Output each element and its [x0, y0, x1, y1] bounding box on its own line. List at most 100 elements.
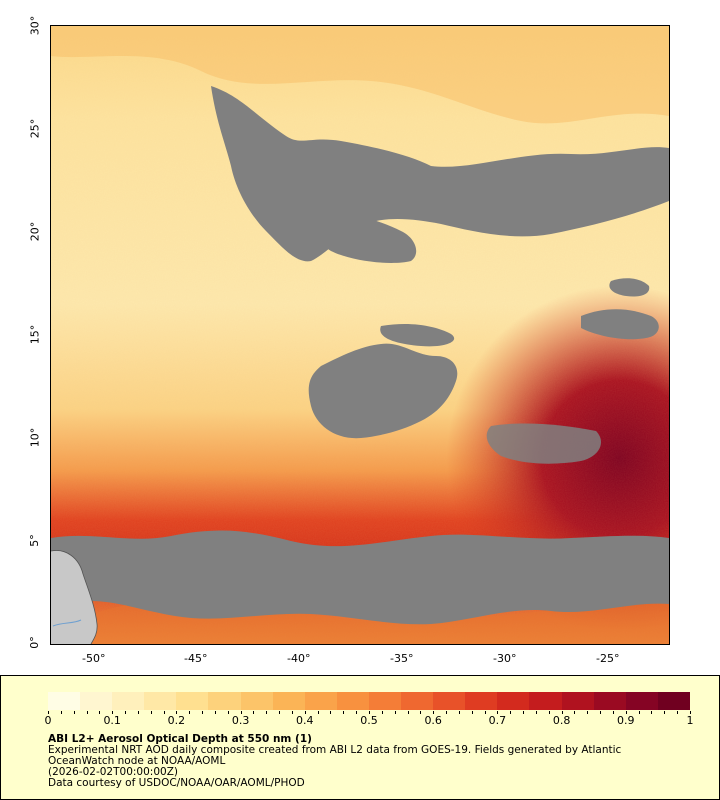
colorbar-tick-label: 0.1: [103, 714, 121, 727]
colorbar-minor-tick: [163, 711, 165, 714]
lat-label-20n: 20°: [28, 221, 42, 242]
lon-label-45w: -45°: [184, 652, 208, 665]
colorbar-minor-tick: [497, 711, 499, 714]
colorbar-minor-tick: [330, 711, 332, 714]
colorbar-swatch: [368, 692, 402, 710]
colorbar-minor-tick: [112, 711, 114, 714]
colorbar-minor-tick: [343, 711, 345, 714]
colorbar-minor-tick: [587, 711, 589, 714]
colorbar-tick-label: 0: [44, 714, 52, 727]
colorbar-swatch: [80, 692, 113, 710]
colorbar-minor-tick: [677, 711, 679, 714]
legend-panel: ABI L2+ Aerosol Optical Depth at 550 nm …: [0, 675, 720, 800]
colorbar-swatch: [593, 692, 626, 710]
colorbar: [48, 692, 690, 710]
colorbar-swatch: [529, 692, 562, 710]
legend-title: ABI L2+ Aerosol Optical Depth at 550 nm …: [48, 733, 312, 745]
colorbar-minor-tick: [73, 711, 75, 714]
colorbar-swatch: [401, 692, 434, 710]
colorbar-tick-label: 0.2: [167, 714, 186, 727]
nodata-region-plume-gap: [486, 423, 601, 464]
lat-label-25n: 25°: [28, 118, 42, 139]
lat-label-10n: 10°: [28, 427, 42, 448]
colorbar-minor-tick: [356, 711, 358, 714]
colorbar-minor-tick: [446, 711, 448, 714]
colorbar-minor-tick: [202, 711, 204, 714]
colorbar-swatch: [112, 692, 145, 710]
colorbar-minor-tick: [214, 711, 216, 714]
legend-description-line1: Experimental NRT AOD daily composite cre…: [48, 744, 622, 756]
colorbar-tick-label: 0.6: [424, 714, 442, 727]
colorbar-tick-label: 0.5: [360, 714, 378, 727]
coastline: [51, 550, 98, 644]
lon-label-50w: -50°: [82, 652, 106, 665]
colorbar-minor-tick: [625, 711, 627, 714]
colorbar-swatch: [336, 692, 369, 710]
lat-label-15n: 15°: [28, 324, 42, 345]
nodata-region-center-streak: [380, 323, 455, 347]
colorbar-minor-tick: [99, 711, 101, 714]
colorbar-swatch: [272, 692, 305, 710]
lon-label-30w: -30°: [493, 652, 517, 665]
colorbar-swatch: [625, 692, 658, 710]
colorbar-minor-tick: [510, 711, 512, 714]
lat-label-30n: 30°: [28, 15, 42, 36]
colorbar-tick-label: 1: [686, 714, 694, 727]
colorbar-swatch: [48, 692, 81, 710]
colorbar-minor-tick: [394, 711, 396, 714]
lon-label-35w: -35°: [390, 652, 414, 665]
colorbar-swatch: [433, 692, 466, 710]
colorbar-tick-label: 0.8: [552, 714, 571, 727]
colorbar-minor-tick: [574, 711, 576, 714]
colorbar-minor-tick: [420, 711, 422, 714]
colorbar-tick-label: 0.3: [231, 714, 250, 727]
colorbar-swatch: [144, 692, 177, 710]
colorbar-minor-tick: [125, 711, 127, 714]
colorbar-minor-tick: [651, 711, 653, 714]
colorbar-minor-tick: [86, 711, 88, 714]
nodata-region-itcz: [51, 530, 669, 625]
colorbar-minor-tick: [484, 711, 486, 714]
colorbar-minor-tick: [176, 711, 178, 714]
legend-text: ABI L2+ Aerosol Optical Depth at 550 nm …: [48, 734, 621, 789]
lon-label-40w: -40°: [287, 652, 311, 665]
legend-timestamp: (2026-02-02T00:00:00Z): [48, 766, 178, 778]
lon-label-25w: -25°: [596, 652, 620, 665]
colorbar-tick-label: 0.7: [488, 714, 507, 727]
colorbar-minor-tick: [600, 711, 602, 714]
colorbar-minor-tick: [304, 711, 306, 714]
nodata-region-east: [581, 309, 659, 340]
colorbar-minor-tick: [150, 711, 152, 714]
colorbar-minor-tick: [137, 711, 139, 714]
colorbar-tick-label: 0.9: [617, 714, 635, 727]
colorbar-minor-tick: [471, 711, 473, 714]
aod-top-orange-band: [51, 26, 669, 124]
colorbar-swatch: [304, 692, 337, 710]
colorbar-minor-tick: [612, 711, 614, 714]
colorbar-minor-tick: [317, 711, 319, 714]
nodata-region-center: [308, 343, 458, 439]
aod-field: [51, 26, 669, 644]
legend-description-line2: OceanWatch node at NOAA/AOML: [48, 755, 226, 767]
colorbar-minor-tick: [381, 711, 383, 714]
aod-map: [50, 25, 670, 645]
colorbar-minor-tick: [638, 711, 640, 714]
lat-label-5n: 5°: [27, 534, 41, 547]
colorbar-swatch: [176, 692, 209, 710]
colorbar-tick-label: 0.4: [296, 714, 314, 727]
colorbar-minor-tick: [664, 711, 666, 714]
colorbar-minor-tick: [227, 711, 229, 714]
river: [52, 619, 82, 627]
colorbar-minor-tick: [291, 711, 293, 714]
colorbar-swatch: [657, 692, 690, 710]
colorbar-minor-tick: [369, 711, 370, 714]
colorbar-minor-tick: [266, 711, 268, 714]
colorbar-minor-tick: [240, 711, 242, 714]
colorbar-minor-tick: [60, 711, 62, 714]
nodata-region-north-tail: [315, 214, 417, 263]
legend-credit: Data courtesy of USDOC/NOAA/OAR/AOML/PHO…: [48, 777, 305, 789]
colorbar-minor-tick: [48, 711, 49, 714]
colorbar-minor-tick: [561, 711, 563, 714]
colorbar-minor-tick: [690, 711, 691, 714]
colorbar-swatch: [561, 692, 594, 710]
